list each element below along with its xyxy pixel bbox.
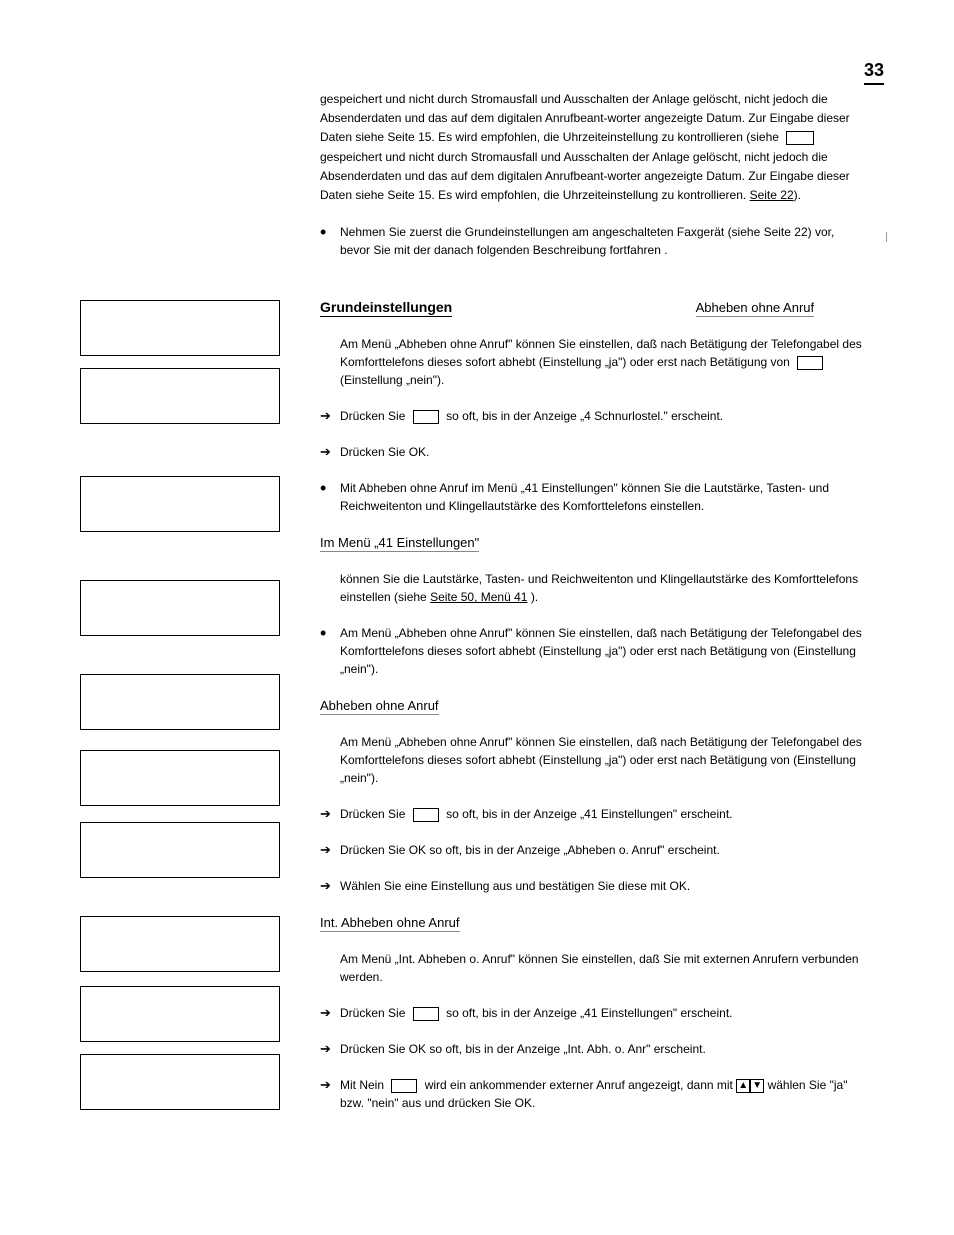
step-d1: Drücken Sie so oft, bis in der Anzeige „…	[320, 1004, 884, 1022]
key-icon	[413, 1007, 439, 1021]
page-number: 33	[864, 60, 884, 85]
bullet-icon	[320, 479, 340, 497]
screenshot-slot	[80, 916, 280, 972]
screenshot-slot	[80, 368, 280, 424]
arrow-icon	[320, 805, 340, 821]
screenshot-slot	[80, 986, 280, 1042]
desc-text: Am Menü „Int. Abheben o. Anruf" können S…	[340, 950, 884, 986]
key-icon	[413, 410, 439, 424]
screenshot-slot	[80, 674, 280, 730]
screenshot-slot	[80, 476, 280, 532]
margin-mark: —	[881, 232, 892, 242]
b-post: ).	[531, 590, 538, 604]
step-text: Mit Abheben ohne Anruf im Menü „41 Einst…	[340, 479, 884, 515]
key-icon	[797, 356, 823, 370]
step-c2: Drücken Sie OK so oft, bis in der Anzeig…	[320, 841, 884, 859]
description-b: können Sie die Lautstärke, Tasten- und R…	[320, 570, 884, 606]
step-text: Drücken Sie so oft, bis in der Anzeige „…	[340, 805, 884, 823]
description-c: Am Menü „Abheben ohne Anruf" können Sie …	[320, 733, 884, 787]
step-text: Drücken Sie so oft, bis in der Anzeige „…	[340, 1004, 884, 1022]
step-c3: Wählen Sie eine Einstellung aus und best…	[320, 877, 884, 895]
page-ref-link[interactable]: Seite 50, Menü 41	[430, 590, 527, 604]
step-d3: Mit Nein wird ein ankommender externer A…	[320, 1076, 884, 1112]
down-arrow-icon: ▼	[750, 1079, 764, 1093]
step-text: Wählen Sie eine Einstellung aus und best…	[340, 877, 884, 895]
step-c1: Drücken Sie so oft, bis in der Anzeige „…	[320, 805, 884, 823]
intro-trail: ).	[794, 188, 801, 202]
up-arrow-icon: ▲	[736, 1079, 750, 1093]
description-d: Am Menü „Int. Abheben o. Anruf" können S…	[320, 950, 884, 986]
step-text: Drücken Sie so oft, bis in der Anzeige „…	[340, 407, 884, 425]
key-icon	[391, 1079, 417, 1093]
description-a: Am Menü „Abheben ohne Anruf" können Sie …	[320, 335, 884, 389]
step-text: Drücken Sie OK so oft, bis in der Anzeig…	[340, 1040, 884, 1058]
a-post: (Einstellung „nein").	[340, 373, 444, 387]
step-text: Nehmen Sie zuerst die Grundeinstellungen…	[340, 223, 884, 259]
bullet-icon	[320, 223, 340, 241]
step-text: Drücken Sie OK so oft, bis in der Anzeig…	[340, 841, 884, 859]
c-step1-pre: Drücken Sie	[340, 807, 405, 821]
intro-text: gespeichert und nicht durch Stromausfall…	[320, 92, 850, 144]
screenshot-slot	[80, 750, 280, 806]
screenshot-slot	[80, 300, 280, 356]
subheading-d: Int. Abheben ohne Anruf	[320, 915, 460, 932]
section-heading: Grundeinstellungen	[320, 299, 452, 317]
d-step1-pre: Drücken Sie	[340, 1006, 405, 1020]
step-a3: Mit Abheben ohne Anruf im Menü „41 Einst…	[320, 479, 884, 515]
main-step: Nehmen Sie zuerst die Grundeinstellungen…	[320, 223, 884, 259]
d-step3-pre: Mit Nein	[340, 1078, 384, 1092]
key-icon	[786, 131, 814, 145]
bullet-icon	[320, 624, 340, 642]
arrow-icon	[320, 877, 340, 893]
step1-trail: .	[664, 243, 667, 257]
d-step3-mid: wird ein ankommender externer Anruf ange…	[425, 1078, 733, 1092]
screenshot-slot	[80, 822, 280, 878]
step-a1: Drücken Sie so oft, bis in der Anzeige „…	[320, 407, 884, 425]
arrow-icon	[320, 443, 340, 459]
desc-text: können Sie die Lautstärke, Tasten- und R…	[340, 570, 884, 606]
subheading-c: Abheben ohne Anruf	[320, 698, 439, 715]
intro-paragraph: gespeichert und nicht durch Stromausfall…	[320, 90, 864, 205]
desc-text: Am Menü „Abheben ohne Anruf" können Sie …	[340, 733, 884, 787]
step-text: Mit Nein wird ein ankommender externer A…	[340, 1076, 884, 1112]
step-a2: Drücken Sie OK.	[320, 443, 884, 461]
arrow-icon	[320, 1076, 340, 1092]
step1-pre: Nehmen Sie zuerst die Grundeinstellungen…	[340, 225, 834, 257]
a-step1-pre: Drücken Sie	[340, 409, 405, 423]
b-pre: können Sie die Lautstärke, Tasten- und R…	[340, 572, 858, 604]
d-step1-post: so oft, bis in der Anzeige „41 Einstellu…	[446, 1006, 732, 1020]
step-text: Am Menü „Abheben ohne Anruf" können Sie …	[340, 624, 884, 678]
screenshot-slot	[80, 1054, 280, 1110]
step-d2: Drücken Sie OK so oft, bis in der Anzeig…	[320, 1040, 884, 1058]
a-step1-post: so oft, bis in der Anzeige „4 Schnurlost…	[446, 409, 723, 423]
desc-text: Am Menü „Abheben ohne Anruf" können Sie …	[340, 335, 884, 389]
screenshot-slot	[80, 580, 280, 636]
arrow-icon	[320, 1004, 340, 1020]
subheading-a: Abheben ohne Anruf	[696, 300, 815, 317]
a-pre: Am Menü „Abheben ohne Anruf" können Sie …	[340, 337, 862, 369]
key-icon	[413, 808, 439, 822]
subheading-b: Im Menü „41 Einstellungen"	[320, 535, 479, 552]
c-step1-post: so oft, bis in der Anzeige „41 Einstellu…	[446, 807, 732, 821]
arrow-icon	[320, 841, 340, 857]
arrow-icon	[320, 1040, 340, 1056]
page-ref-link[interactable]: Seite 22	[750, 188, 794, 202]
step-b1: Am Menü „Abheben ohne Anruf" können Sie …	[320, 624, 884, 678]
step-text: Drücken Sie OK.	[340, 443, 884, 461]
arrow-icon	[320, 407, 340, 423]
